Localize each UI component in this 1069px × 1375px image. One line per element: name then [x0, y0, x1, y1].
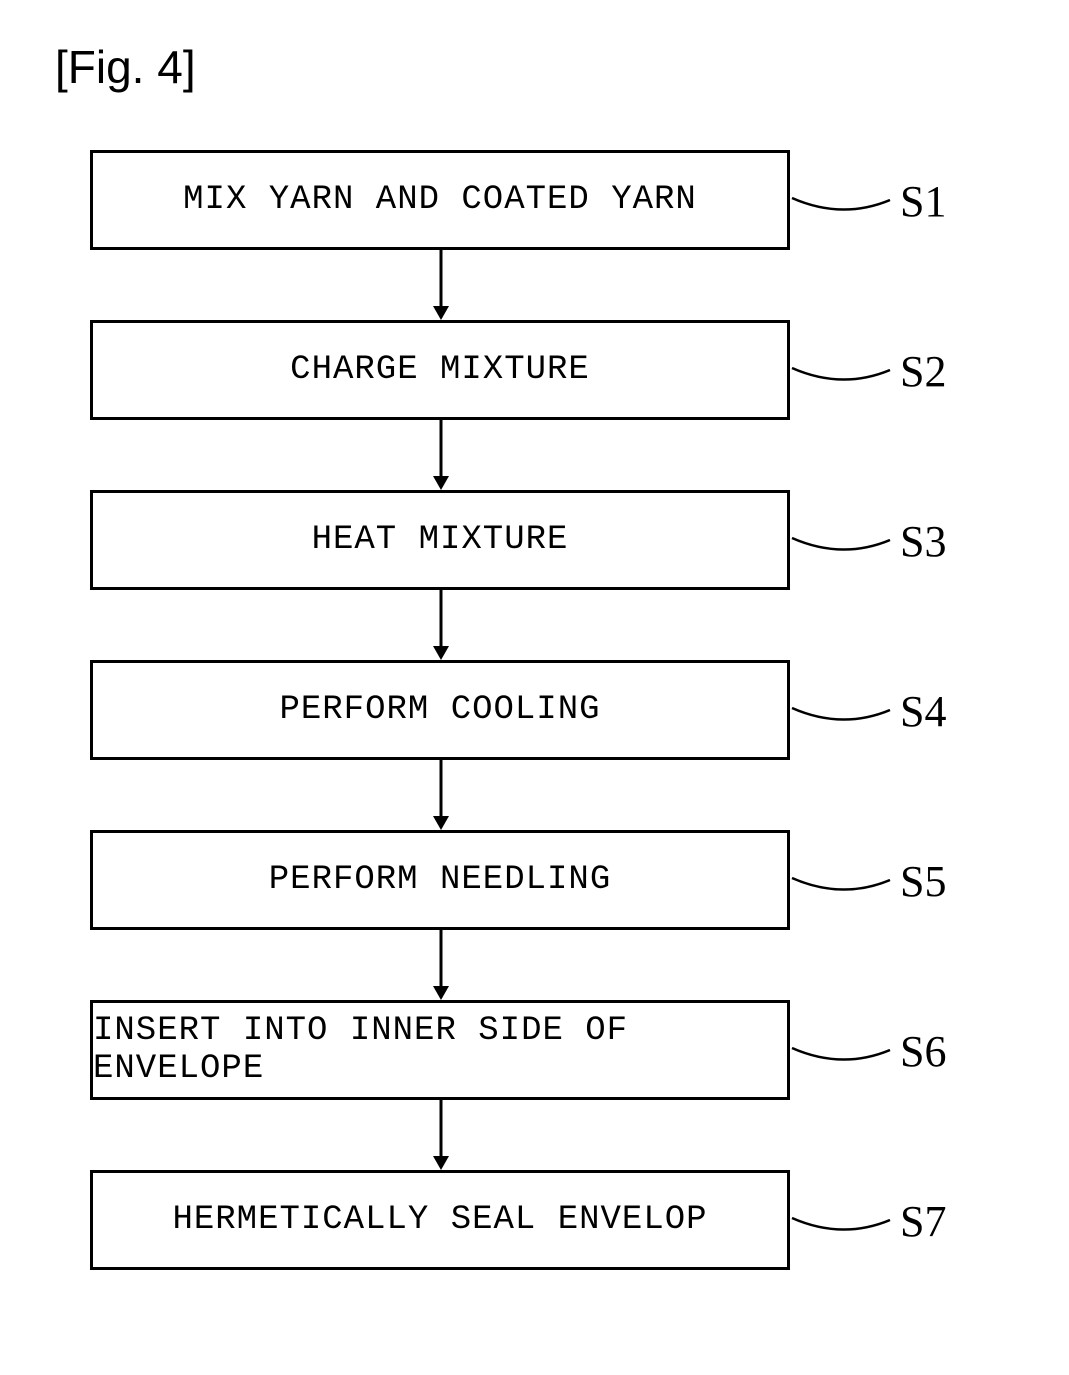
step-text: HERMETICALLY SEAL ENVELOP — [172, 1201, 707, 1239]
connector-line — [792, 708, 890, 738]
step-box-1: MIX YARN AND COATED YARN — [90, 150, 790, 250]
step-label: S2 — [900, 346, 946, 397]
step-row: HEAT MIXTURE S3 — [90, 490, 990, 590]
flowchart: MIX YARN AND COATED YARN S1 CHARGE MIXTU… — [90, 150, 990, 1270]
step-row: MIX YARN AND COATED YARN S1 — [90, 150, 990, 250]
step-text: INSERT INTO INNER SIDE OF ENVELOPE — [93, 1012, 787, 1088]
step-label: S1 — [900, 176, 946, 227]
connector-line — [792, 368, 890, 398]
step-label: S5 — [900, 856, 946, 907]
step-label: S6 — [900, 1026, 946, 1077]
connector-line — [792, 198, 890, 228]
step-row: PERFORM COOLING S4 — [90, 660, 990, 760]
step-text: PERFORM COOLING — [279, 691, 600, 729]
step-box-4: PERFORM COOLING — [90, 660, 790, 760]
figure-label: [Fig. 4] — [55, 40, 196, 94]
arrow-down-icon — [439, 760, 443, 830]
connector-line — [792, 1048, 890, 1078]
connector-line — [792, 878, 890, 908]
step-row: HERMETICALLY SEAL ENVELOP S7 — [90, 1170, 990, 1270]
step-row: PERFORM NEEDLING S5 — [90, 830, 990, 930]
step-label: S7 — [900, 1196, 946, 1247]
step-row: INSERT INTO INNER SIDE OF ENVELOPE S6 — [90, 1000, 990, 1100]
arrow-down-icon — [439, 930, 443, 1000]
page: [Fig. 4] MIX YARN AND COATED YARN S1 CHA… — [0, 0, 1069, 1375]
arrow-down-icon — [439, 590, 443, 660]
arrow-down-icon — [439, 250, 443, 320]
step-text: PERFORM NEEDLING — [269, 861, 611, 899]
step-row: CHARGE MIXTURE S2 — [90, 320, 990, 420]
step-box-5: PERFORM NEEDLING — [90, 830, 790, 930]
connector-line — [792, 538, 890, 568]
step-text: CHARGE MIXTURE — [290, 351, 590, 389]
arrow-down-icon — [439, 420, 443, 490]
step-box-7: HERMETICALLY SEAL ENVELOP — [90, 1170, 790, 1270]
step-box-3: HEAT MIXTURE — [90, 490, 790, 590]
step-text: HEAT MIXTURE — [312, 521, 569, 559]
arrow-down-icon — [439, 1100, 443, 1170]
step-label: S3 — [900, 516, 946, 567]
step-box-6: INSERT INTO INNER SIDE OF ENVELOPE — [90, 1000, 790, 1100]
step-label: S4 — [900, 686, 946, 737]
step-text: MIX YARN AND COATED YARN — [183, 181, 697, 219]
connector-line — [792, 1218, 890, 1248]
step-box-2: CHARGE MIXTURE — [90, 320, 790, 420]
